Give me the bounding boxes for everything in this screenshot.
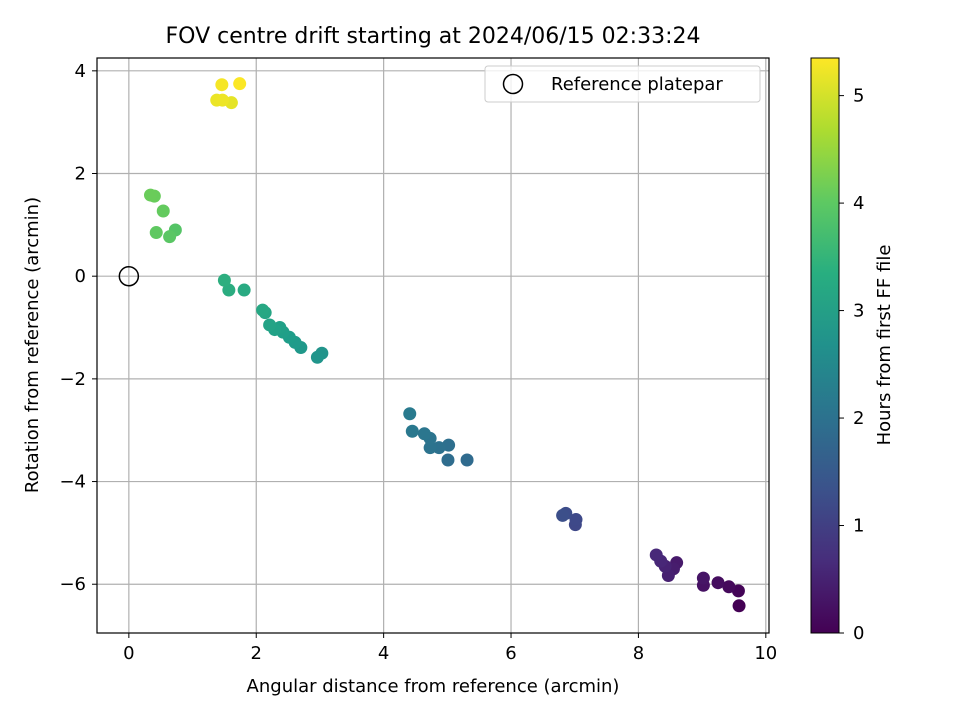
data-point xyxy=(149,226,163,240)
x-tick-label: 4 xyxy=(378,643,389,664)
data-point xyxy=(233,77,247,91)
x-tick-label: 10 xyxy=(754,643,777,664)
colorbar-ticks: 0 1 2 3 4 5 xyxy=(839,86,864,644)
y-tick-label: 4 xyxy=(75,61,86,82)
data-point xyxy=(696,571,710,585)
data-point xyxy=(163,230,177,244)
data-point xyxy=(215,93,229,107)
data-point xyxy=(722,580,736,594)
colorbar-tick-label: 1 xyxy=(853,516,864,537)
y-tick-label: 0 xyxy=(75,266,86,287)
legend-box xyxy=(484,65,761,103)
chart-title: FOV centre drift starting at 2024/06/15 … xyxy=(166,24,701,49)
x-tick-label: 8 xyxy=(633,643,644,664)
data-point xyxy=(460,453,474,467)
gridlines xyxy=(97,58,769,633)
legend-entry: Reference platepar xyxy=(551,74,723,95)
plot-frame xyxy=(96,57,770,634)
data-points xyxy=(144,77,746,613)
data-point xyxy=(144,188,158,202)
data-point xyxy=(222,283,236,297)
data-point xyxy=(711,576,725,590)
data-point xyxy=(417,427,431,441)
reference-point xyxy=(118,265,140,287)
data-point xyxy=(215,78,229,92)
data-point xyxy=(732,599,746,613)
y-tick-label: −4 xyxy=(59,472,86,493)
data-point xyxy=(432,441,446,455)
colorbar-tick-label: 2 xyxy=(853,408,864,429)
colorbar-label: Hours from first FF file xyxy=(874,245,895,446)
colorbar-tick-label: 0 xyxy=(853,623,864,644)
y-ticks: −6 −4 −2 0 2 4 xyxy=(59,61,97,595)
legend-marker xyxy=(502,73,524,95)
colorbar-gradient xyxy=(810,57,840,634)
data-point xyxy=(569,513,583,527)
colorbar-tick-label: 5 xyxy=(853,86,864,107)
x-tick-label: 6 xyxy=(505,643,516,664)
x-tick-label: 0 xyxy=(123,643,134,664)
x-axis-label: Angular distance from reference (arcmin) xyxy=(247,676,620,697)
y-tick-label: −6 xyxy=(59,574,86,595)
data-point xyxy=(263,318,277,332)
colorbar: 0 1 2 3 4 5 Hours from first FF file xyxy=(810,57,895,644)
y-tick-label: −2 xyxy=(59,369,86,390)
data-point xyxy=(649,548,663,562)
data-point xyxy=(256,303,270,317)
data-point xyxy=(423,441,437,455)
data-point xyxy=(405,424,419,438)
y-axis-label: Rotation from reference (arcmin) xyxy=(22,197,43,493)
data-point xyxy=(556,508,570,522)
x-tick-label: 2 xyxy=(251,643,262,664)
data-point xyxy=(403,407,417,421)
data-point xyxy=(156,204,170,218)
colorbar-tick-label: 3 xyxy=(853,301,864,322)
legend: Reference platepar xyxy=(484,65,761,103)
y-tick-label: 2 xyxy=(75,164,86,185)
data-point xyxy=(237,283,251,297)
data-point xyxy=(310,350,324,364)
data-point xyxy=(441,453,455,467)
reference-marker xyxy=(118,265,140,287)
colorbar-tick-label: 4 xyxy=(853,193,864,214)
x-ticks: 0 2 4 6 8 10 xyxy=(123,633,777,664)
data-point xyxy=(217,273,231,287)
